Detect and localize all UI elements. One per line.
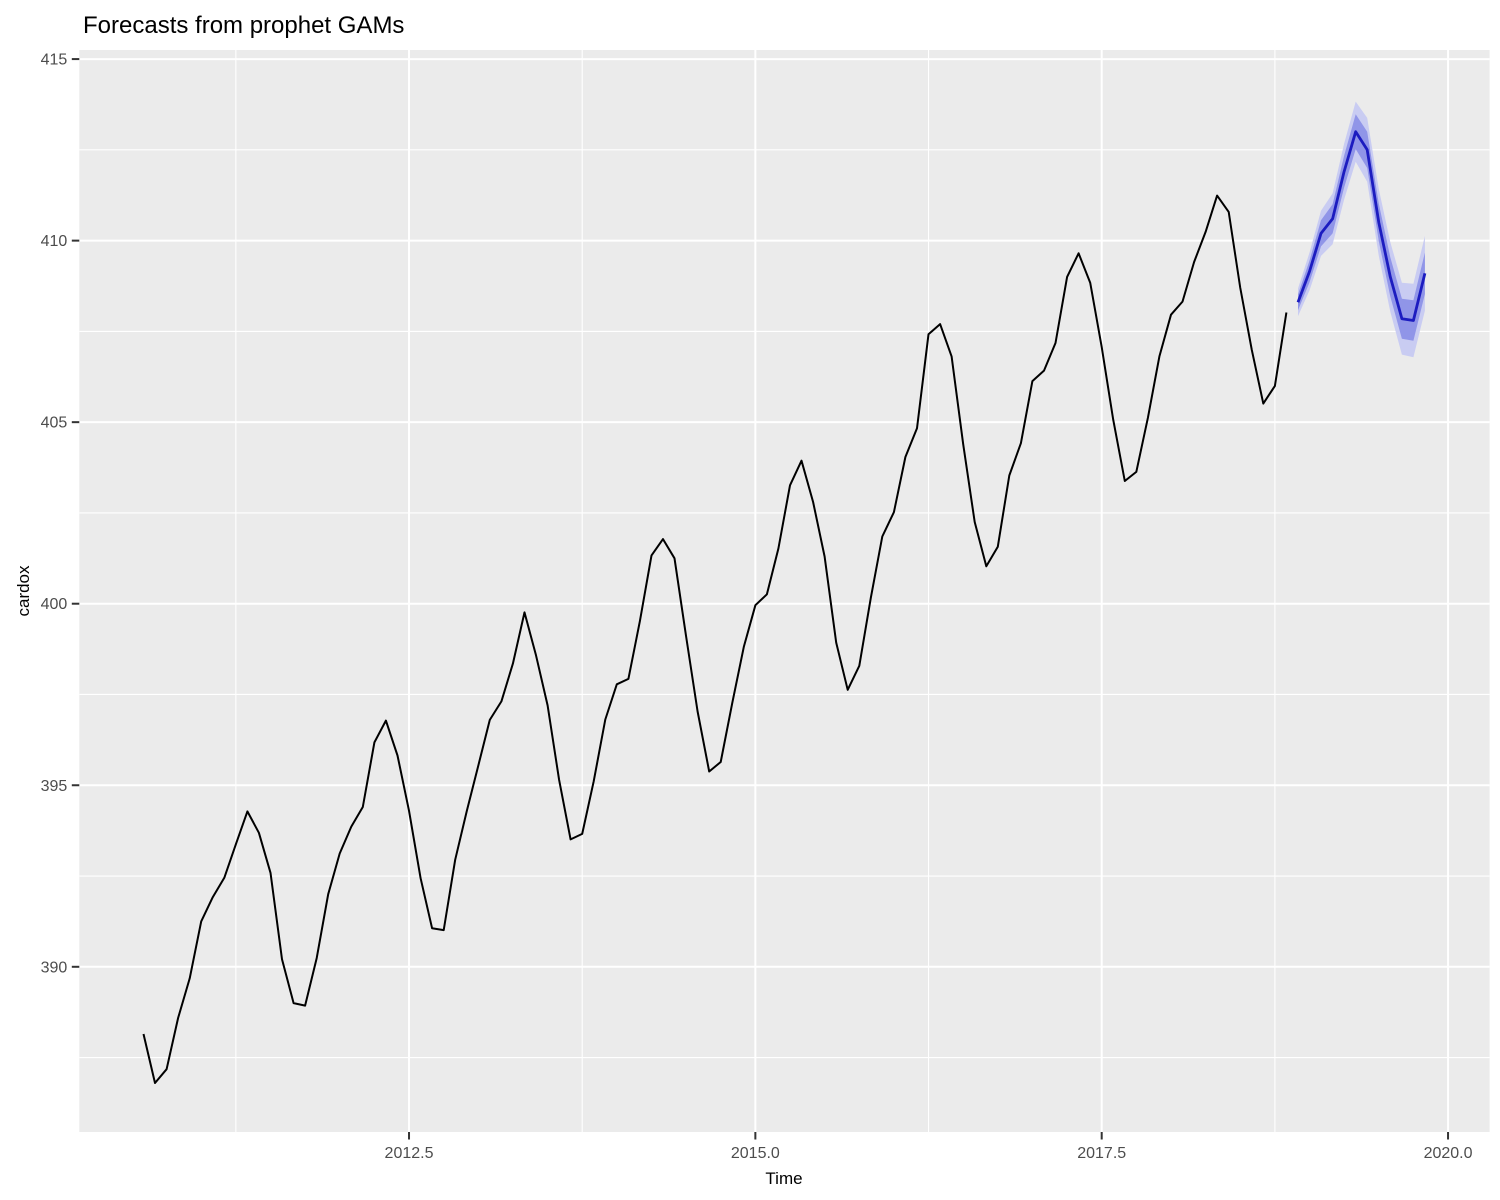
x-tick-label: 2015.0 <box>731 1145 780 1162</box>
x-tick-label: 2020.0 <box>1424 1145 1473 1162</box>
x-tick-label: 2012.5 <box>385 1145 434 1162</box>
y-tick-label: 415 <box>41 52 68 69</box>
panel-background <box>79 50 1490 1132</box>
minor-gridlines <box>79 50 1490 1132</box>
series-lines <box>142 130 1427 1084</box>
y-tick-label: 400 <box>41 596 68 613</box>
y-tick-label: 410 <box>41 233 68 250</box>
y-tick-label: 395 <box>41 778 68 795</box>
x-tick-label: 2017.5 <box>1077 1145 1126 1162</box>
x-axis-title: Time <box>765 1169 802 1188</box>
chart-title: Forecasts from prophet GAMs <box>83 12 404 39</box>
y-tick-label: 390 <box>41 959 68 976</box>
y-tick-label: 405 <box>41 415 68 432</box>
axis-tick-labels: 390 395 400 405 410 415 2012.5 2015.0 2017.5 2020… <box>41 52 1473 1162</box>
y-axis-title: cardox <box>14 565 33 617</box>
forecast-mean-line <box>1296 130 1427 322</box>
plot-panel <box>79 50 1490 1132</box>
observed-series-line <box>142 194 1288 1084</box>
axis-tick-marks <box>71 58 1450 1140</box>
